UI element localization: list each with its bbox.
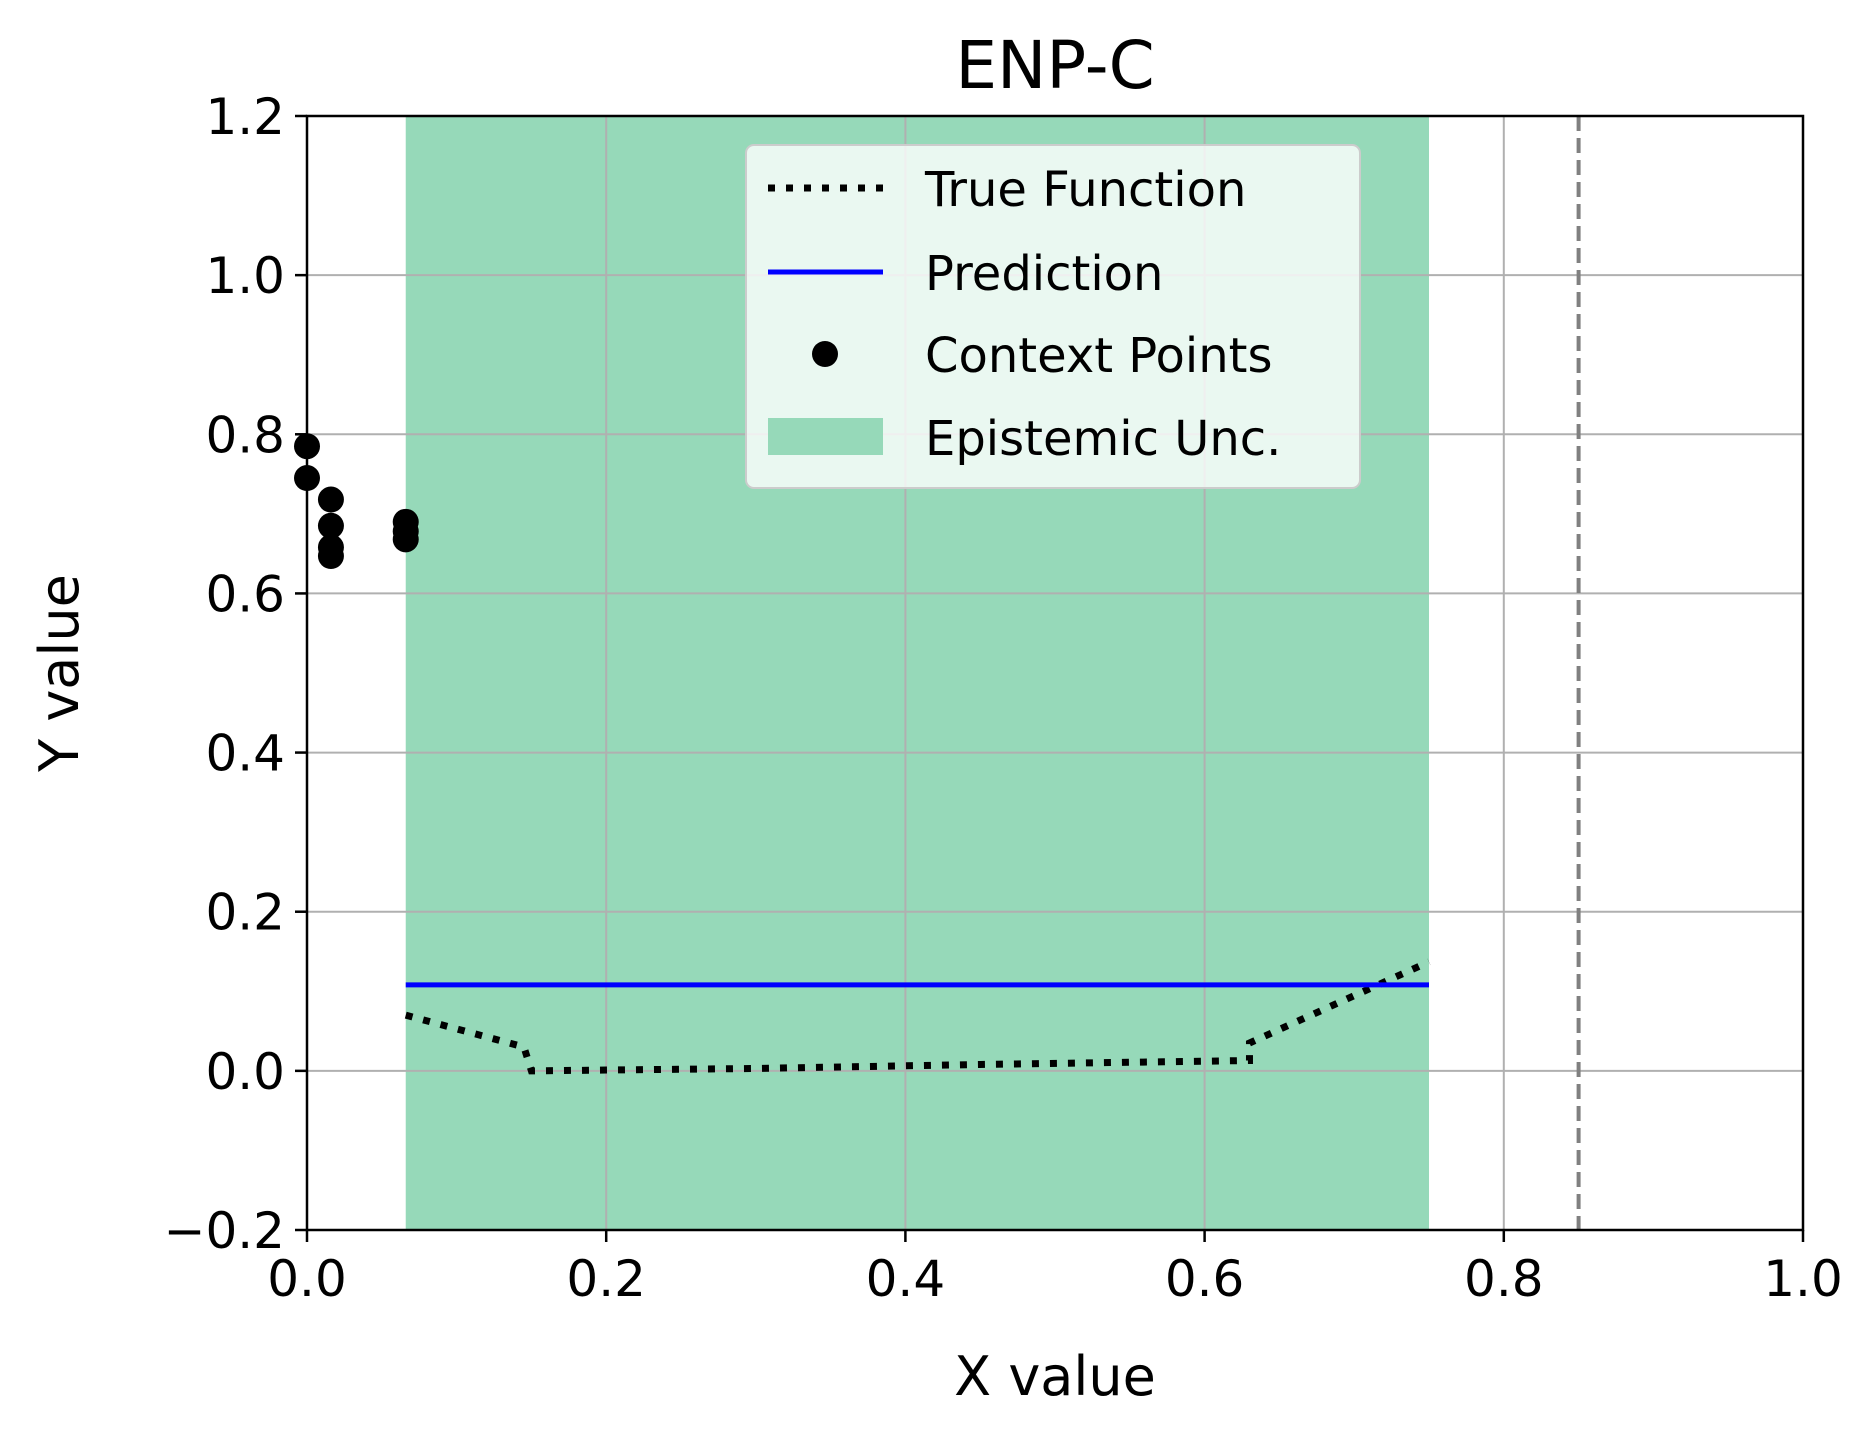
legend-epistemic-swatch	[768, 418, 883, 455]
true-function-line	[404, 958, 1431, 1075]
y-tick-label-1: 0.0	[205, 1043, 285, 1101]
legend-context-points-swatch	[812, 341, 838, 367]
plot-frame	[305, 114, 1805, 1232]
x-tick-label-1: 0.2	[566, 1250, 646, 1308]
y-tick-label-3: 0.4	[205, 725, 285, 783]
y-tick-label-5: 0.8	[205, 406, 285, 464]
axis-ticks-layer: 0.0 0.2 0.4 0.6 0.8 1.0−0.20.00.20.40.60.81.0…	[164, 88, 1843, 1308]
legend: True Function Prediction Context Points …	[745, 144, 1361, 489]
y-tick-label-2: 0.2	[205, 884, 285, 942]
context-point-5	[317, 543, 344, 570]
context-point-8	[392, 526, 419, 553]
x-tick-label-2: 0.4	[866, 1250, 946, 1308]
legend-context-points-label: Context Points	[925, 328, 1272, 384]
y-tick-label-0: −0.2	[164, 1202, 285, 1260]
legend-box	[745, 144, 1361, 489]
y-tick-label-6: 1.0	[205, 247, 285, 305]
legend-true-function-label: True Function	[924, 162, 1246, 218]
x-tick-label-5: 1.0	[1763, 1250, 1843, 1308]
context-point-2	[317, 486, 344, 513]
x-tick-label-4: 0.8	[1464, 1250, 1544, 1308]
series-layer	[404, 958, 1431, 1075]
context-point-3	[317, 512, 344, 539]
context-points-layer	[294, 433, 419, 570]
y-tick-label-7: 1.2	[205, 88, 285, 146]
chart-title: ENP-C	[955, 27, 1154, 104]
y-axis-label: Y value	[28, 574, 91, 773]
legend-epistemic-label: Epistemic Unc.	[925, 411, 1281, 467]
y-tick-label-4: 0.6	[205, 565, 285, 623]
x-tick-label-3: 0.6	[1165, 1250, 1245, 1308]
legend-prediction-label: Prediction	[925, 246, 1163, 302]
x-tick-label-0: 0.0	[267, 1250, 347, 1308]
x-axis-label: X value	[954, 1345, 1156, 1408]
